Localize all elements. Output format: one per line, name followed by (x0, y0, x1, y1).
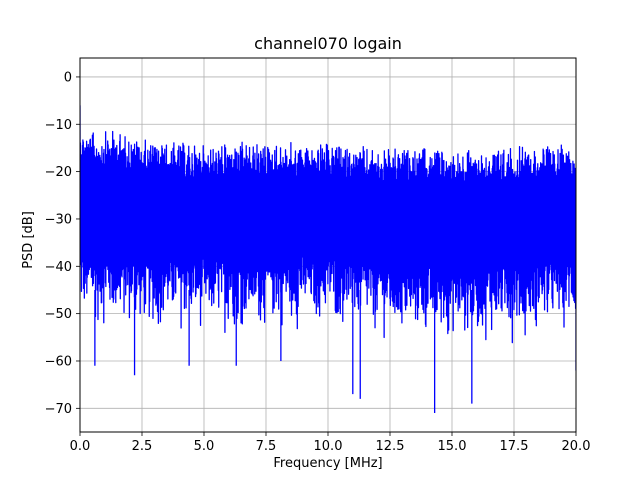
y-axis-label: PSD [dB] (21, 211, 36, 269)
x-tick-label: 12.5 (376, 439, 405, 454)
y-tick-label: −60 (45, 354, 72, 369)
x-axis-ticks: 0.0 2.5 5.0 7.5 10.0 12.5 15.0 17.5 20.0 (70, 432, 591, 454)
x-tick-label: 17.5 (500, 439, 529, 454)
x-tick-label: 10.0 (314, 439, 343, 454)
y-tick-label: −20 (45, 165, 72, 180)
y-tick-label: 0 (64, 70, 72, 85)
y-tick-label: −40 (45, 260, 72, 275)
psd-series-line (80, 105, 576, 414)
y-axis-ticks: 0 −10 −20 −30 −40 −50 −60 −70 (45, 70, 80, 417)
x-tick-label: 7.5 (256, 439, 277, 454)
x-tick-label: 0.0 (70, 439, 91, 454)
y-tick-label: −50 (45, 307, 72, 322)
y-tick-label: −70 (45, 402, 72, 417)
x-tick-label: 2.5 (132, 439, 153, 454)
y-tick-label: −30 (45, 212, 72, 227)
chart-title: channel070 logain (254, 34, 402, 53)
x-tick-label: 20.0 (562, 439, 591, 454)
x-tick-label: 15.0 (438, 439, 467, 454)
x-tick-label: 5.0 (194, 439, 215, 454)
y-tick-label: −10 (45, 118, 72, 133)
series-layer (80, 105, 576, 414)
x-axis-label: Frequency [MHz] (273, 456, 382, 471)
